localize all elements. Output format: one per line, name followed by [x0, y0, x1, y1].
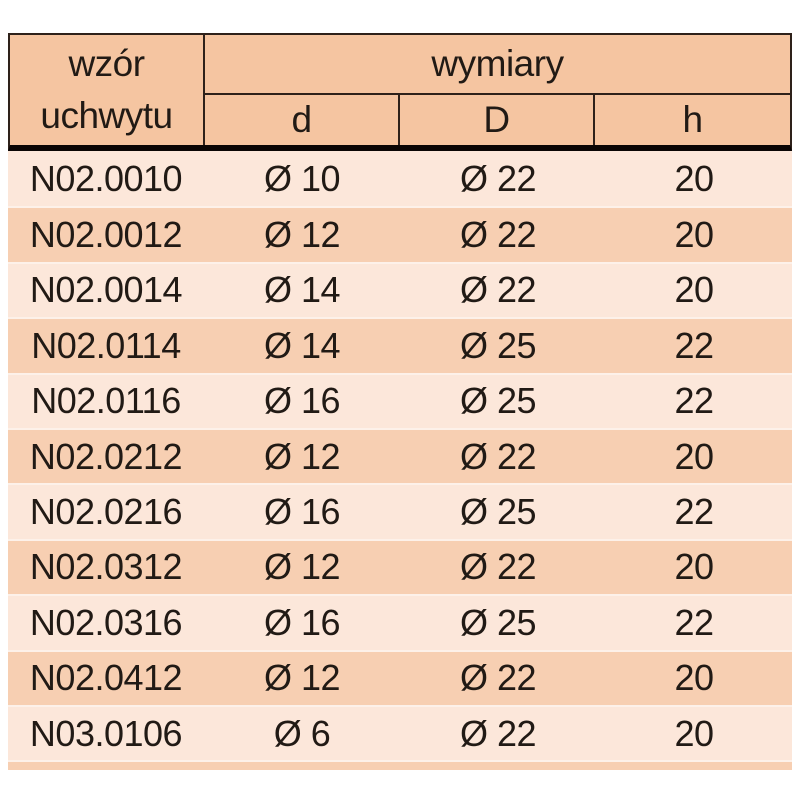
table-row: N02.0012 Ø 12 Ø 22 20 [8, 206, 792, 262]
cell-h: 22 [674, 324, 714, 366]
cell-code: N02.0010 [29, 157, 183, 199]
cell-code: N02.0412 [29, 657, 183, 699]
cell-h: 20 [674, 214, 714, 256]
table-row: N02.0116 Ø 16 Ø 25 22 [8, 372, 792, 428]
table-row: N02.0316 Ø 16 Ø 25 22 [8, 594, 792, 650]
cell-d: Ø 16 [263, 491, 341, 533]
cell-d: Ø 12 [263, 435, 341, 477]
cell-D: Ø 22 [459, 712, 537, 754]
cell-d: Ø 12 [263, 657, 341, 699]
cell-h: 20 [674, 157, 714, 199]
cell-code: N02.0014 [29, 269, 183, 311]
cell-d: Ø 12 [263, 546, 341, 588]
table-row: N02.0114 Ø 14 Ø 25 22 [8, 317, 792, 373]
cell-D: Ø 25 [459, 491, 537, 533]
header-cell-h: h [682, 99, 703, 140]
table-bottom-strip [8, 760, 792, 771]
header-cell-d: d [205, 95, 400, 145]
cell-code: N02.0216 [29, 491, 183, 533]
cell-d: Ø 14 [263, 269, 341, 311]
cell-D: Ø 25 [459, 380, 537, 422]
cell-d: Ø 14 [263, 324, 341, 366]
cell-D: Ø 22 [459, 657, 537, 699]
cell-h: 20 [674, 435, 714, 477]
table-row: N02.0312 Ø 12 Ø 22 20 [8, 538, 792, 595]
cell-D: Ø 22 [459, 214, 537, 256]
cell-h: 22 [674, 601, 714, 643]
cell-D: Ø 25 [459, 324, 537, 366]
cell-code: N03.0106 [29, 712, 183, 754]
cell-d: Ø 16 [263, 380, 341, 422]
dimensions-table: wzór uchwytu wymiary d D h N02.0010 Ø 10… [8, 33, 792, 771]
table-row: N02.0216 Ø 16 Ø 25 22 [8, 483, 792, 539]
cell-h: 20 [674, 269, 714, 311]
cell-code: N02.0012 [29, 214, 183, 256]
cell-code: N02.0316 [29, 601, 183, 643]
cell-code: N02.0114 [31, 324, 181, 366]
table-body: N02.0010 Ø 10 Ø 22 20 N02.0012 Ø 12 Ø 22… [8, 151, 792, 771]
cell-d: Ø 10 [263, 157, 341, 199]
cell-h: 20 [674, 546, 714, 588]
table-row: N03.0106 Ø 6 Ø 22 20 [8, 704, 792, 761]
cell-D: Ø 22 [459, 157, 537, 199]
cell-d: Ø 12 [263, 214, 341, 256]
header-label-wzor: wzór [68, 42, 145, 84]
table-row: N02.0010 Ø 10 Ø 22 20 [8, 151, 792, 207]
cell-D: Ø 22 [459, 546, 537, 588]
cell-h: 22 [674, 380, 714, 422]
header-cell-wymiary: wymiary [205, 35, 790, 95]
cell-code: N02.0116 [31, 380, 181, 422]
cell-D: Ø 25 [459, 601, 537, 643]
table-row: N02.0212 Ø 12 Ø 22 20 [8, 427, 792, 484]
cell-D: Ø 22 [459, 269, 537, 311]
cell-d: Ø 6 [273, 712, 331, 754]
cell-h: 20 [674, 657, 714, 699]
header-cell-D: D [400, 95, 595, 145]
header-label-uchwytu: uchwytu [40, 94, 173, 136]
cell-h: 22 [674, 491, 714, 533]
cell-D: Ø 22 [459, 435, 537, 477]
cell-code: N02.0212 [29, 435, 183, 477]
table-row: N02.0014 Ø 14 Ø 22 20 [8, 261, 792, 318]
table-header: wzór uchwytu wymiary d D h [8, 33, 792, 151]
cell-code: N02.0312 [29, 546, 183, 588]
cell-d: Ø 16 [263, 601, 341, 643]
cell-h: 20 [674, 712, 714, 754]
header-cell-wzor-uchwytu: wzór uchwytu [10, 35, 205, 145]
table-row: N02.0412 Ø 12 Ø 22 20 [8, 649, 792, 705]
